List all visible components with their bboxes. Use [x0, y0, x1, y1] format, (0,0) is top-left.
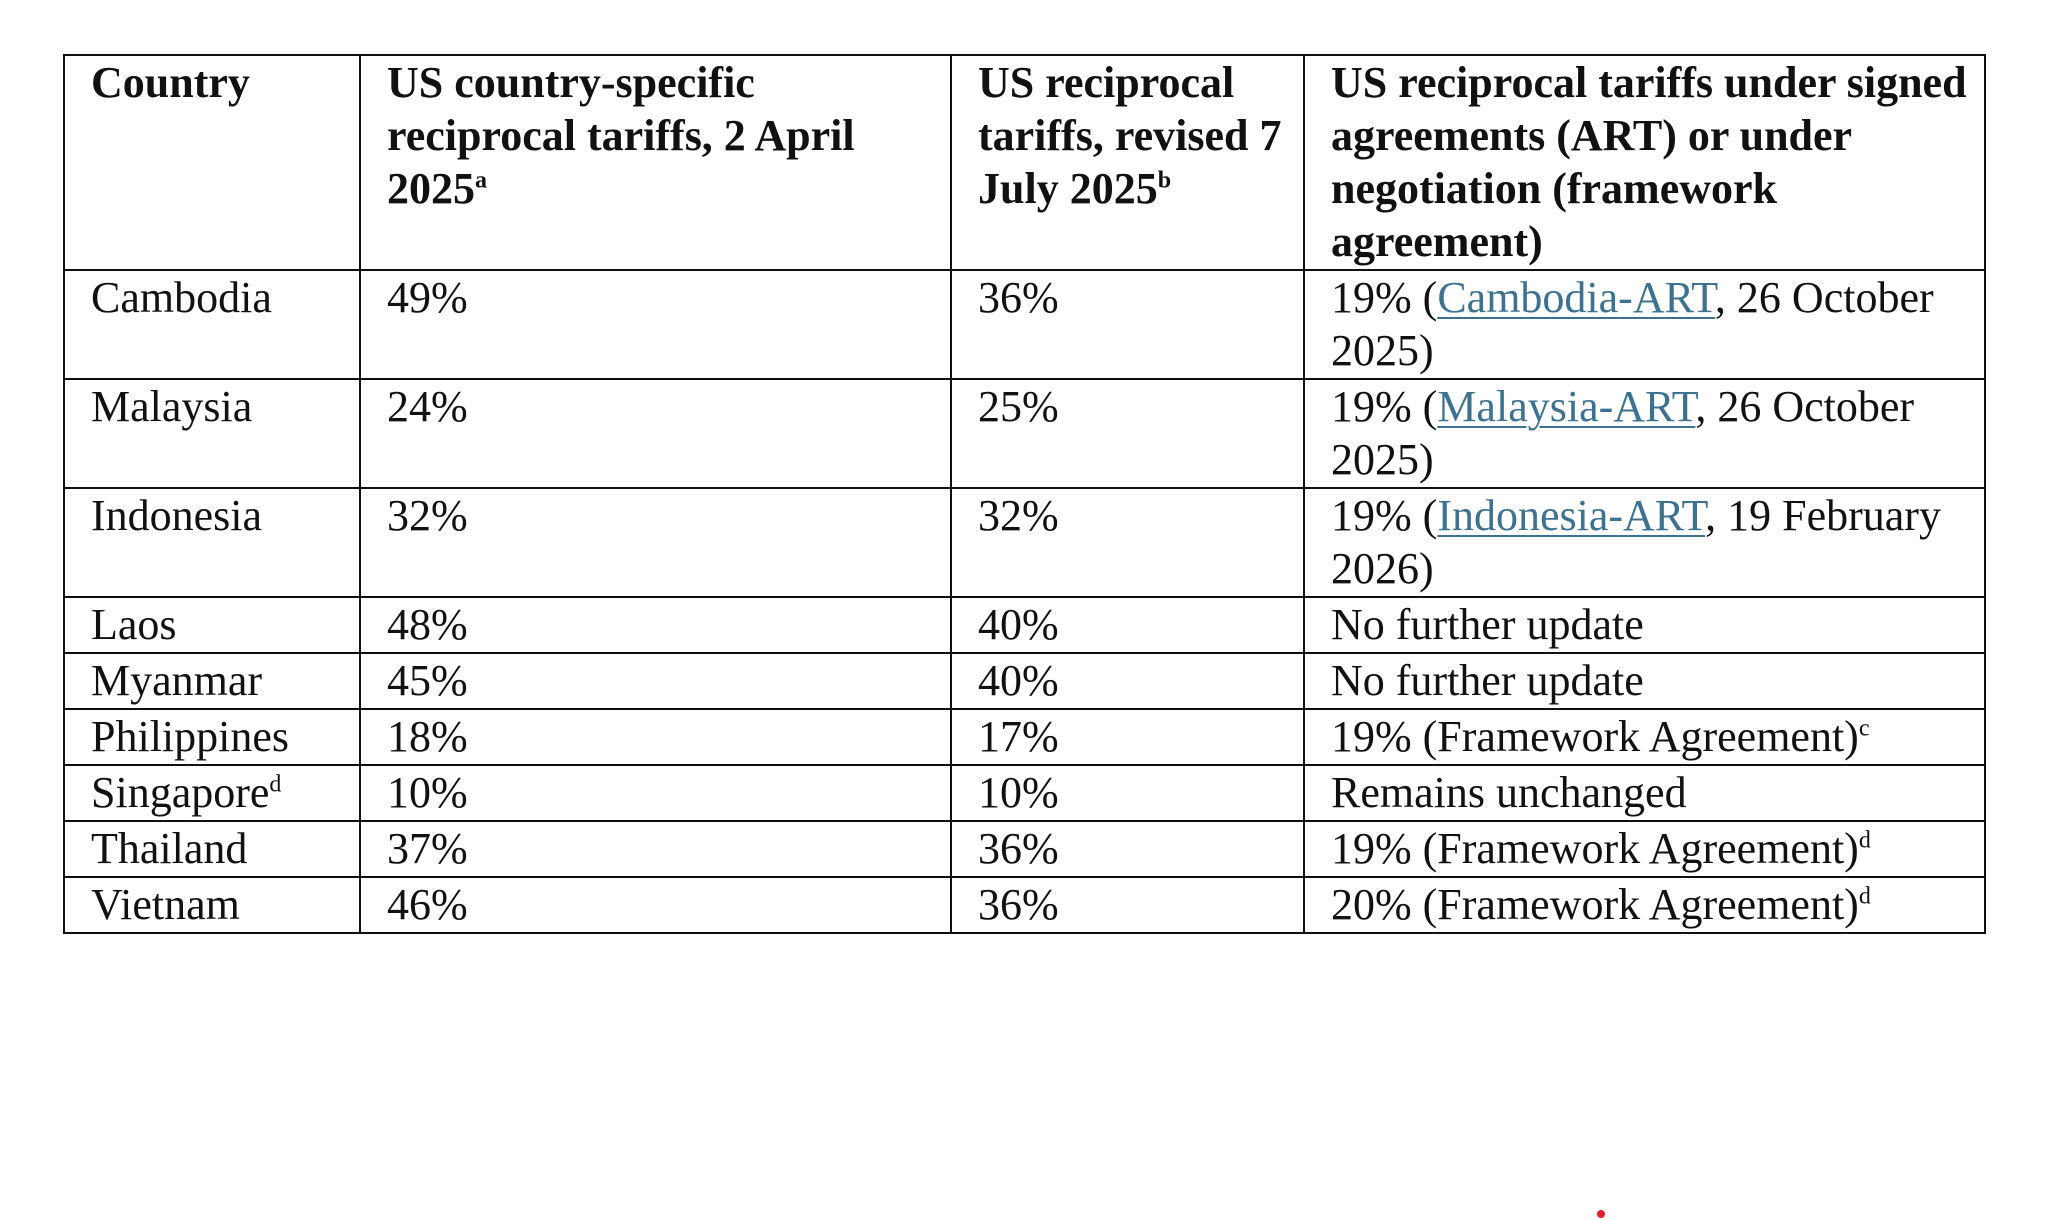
cambodia-art-link[interactable]: Cambodia-ART — [1437, 273, 1715, 322]
table-row: Singapored 10% 10% Remains unchanged — [63, 764, 1986, 822]
table-row: Indonesia 32% 32% 19% (Indonesia-ART, 19… — [63, 487, 1986, 598]
cell-july-rate: 25% — [950, 378, 1305, 489]
footnote-marker: d — [269, 771, 282, 798]
table-row: Thailand 37% 36% 19% (Framework Agreemen… — [63, 820, 1986, 878]
footnote-marker: b — [1157, 167, 1172, 194]
tariff-table: Country US country-specific reciprocal t… — [63, 54, 1986, 934]
footnote-marker: a — [475, 167, 487, 194]
cell-april-rate: 37% — [359, 820, 952, 878]
cell-april-rate: 32% — [359, 487, 952, 598]
malaysia-art-link[interactable]: Malaysia-ART — [1437, 382, 1696, 431]
cell-country: Vietnam — [63, 876, 361, 934]
footnote-marker: d — [1858, 827, 1871, 854]
cell-country: Philippines — [63, 708, 361, 766]
cell-july-rate: 36% — [950, 820, 1305, 878]
cell-july-rate: 36% — [950, 269, 1305, 380]
cell-july-rate: 10% — [950, 764, 1305, 822]
cell-country: Singapored — [63, 764, 361, 822]
footnote-marker: d — [1858, 883, 1871, 910]
cell-july-rate: 32% — [950, 487, 1305, 598]
cell-april-rate: 49% — [359, 269, 952, 380]
table-row: Philippines 18% 17% 19% (Framework Agree… — [63, 708, 1986, 766]
cell-agreement: 19% (Malaysia-ART, 26 October 2025) — [1303, 378, 1986, 489]
cell-agreement: No further update — [1303, 596, 1986, 654]
cell-april-rate: 10% — [359, 764, 952, 822]
cell-country: Malaysia — [63, 378, 361, 489]
footnote-marker: c — [1858, 715, 1870, 742]
indonesia-art-link[interactable]: Indonesia-ART — [1437, 491, 1706, 540]
cell-agreement: 19% (Framework Agreement)c — [1303, 708, 1986, 766]
table-row: Myanmar 45% 40% No further update — [63, 652, 1986, 710]
header-april-tariffs: US country-specific reciprocal tariffs, … — [359, 54, 952, 271]
cell-country: Thailand — [63, 820, 361, 878]
cell-agreement: 19% (Framework Agreement)d — [1303, 820, 1986, 878]
header-july-tariffs: US reciprocal tariffs, revised 7 July 20… — [950, 54, 1305, 271]
cell-agreement: Remains unchanged — [1303, 764, 1986, 822]
cell-april-rate: 48% — [359, 596, 952, 654]
cell-july-rate: 40% — [950, 652, 1305, 710]
cell-country: Myanmar — [63, 652, 361, 710]
cell-agreement: 19% (Cambodia-ART, 26 October 2025) — [1303, 269, 1986, 380]
red-dot-mark — [1597, 1210, 1605, 1218]
header-row: Country US country-specific reciprocal t… — [63, 54, 1986, 271]
cell-july-rate: 17% — [950, 708, 1305, 766]
cell-july-rate: 40% — [950, 596, 1305, 654]
table-row: Vietnam 46% 36% 20% (Framework Agreement… — [63, 876, 1986, 934]
table-row: Malaysia 24% 25% 19% (Malaysia-ART, 26 O… — [63, 378, 1986, 489]
cell-country: Laos — [63, 596, 361, 654]
header-agreement-tariffs: US reciprocal tariffs under signed agree… — [1303, 54, 1986, 271]
cell-agreement: 19% (Indonesia-ART, 19 February 2026) — [1303, 487, 1986, 598]
cell-april-rate: 24% — [359, 378, 952, 489]
cell-july-rate: 36% — [950, 876, 1305, 934]
cell-country: Indonesia — [63, 487, 361, 598]
header-country: Country — [63, 54, 361, 271]
cell-country: Cambodia — [63, 269, 361, 380]
cell-april-rate: 18% — [359, 708, 952, 766]
cell-april-rate: 46% — [359, 876, 952, 934]
cell-agreement: 20% (Framework Agreement)d — [1303, 876, 1986, 934]
cell-april-rate: 45% — [359, 652, 952, 710]
table-row: Laos 48% 40% No further update — [63, 596, 1986, 654]
table-row: Cambodia 49% 36% 19% (Cambodia-ART, 26 O… — [63, 269, 1986, 380]
cell-agreement: No further update — [1303, 652, 1986, 710]
